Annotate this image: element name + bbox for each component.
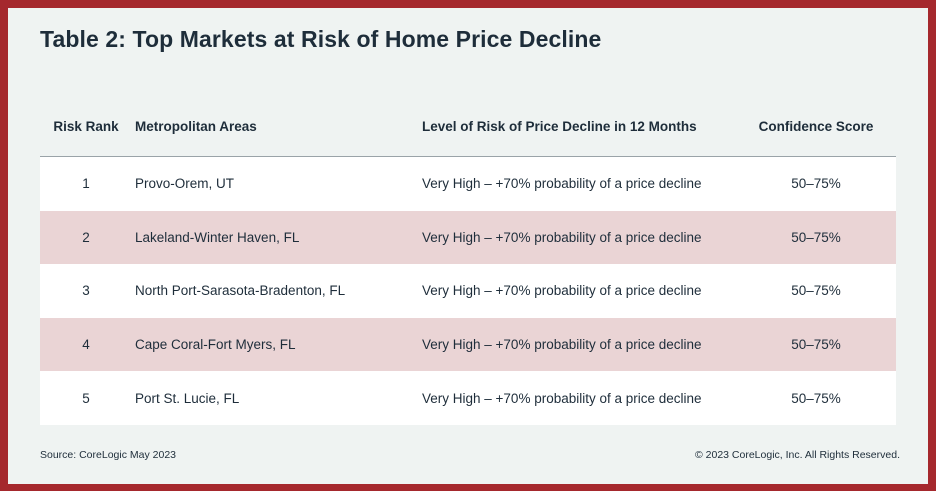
cell-rank: 5 [82, 390, 90, 406]
table-panel: Table 2: Top Markets at Risk of Home Pri… [8, 8, 928, 484]
cell-confidence: 50–75% [791, 390, 841, 406]
cell-rank: 3 [82, 283, 90, 299]
cell-area: Port St. Lucie, FL [135, 390, 240, 406]
cell-area: Provo-Orem, UT [135, 176, 235, 192]
table-header-row: Risk Rank Metropolitan Areas Level of Ri… [40, 96, 896, 157]
cell-risk: Very High – +70% probability of a price … [422, 283, 702, 299]
copyright-note: © 2023 CoreLogic, Inc. All Rights Reserv… [694, 449, 900, 461]
header-metropolitan-areas: Metropolitan Areas [135, 118, 257, 134]
cell-rank: 2 [82, 229, 90, 245]
source-note: Source: CoreLogic May 2023 [40, 449, 176, 461]
cell-area: Cape Coral-Fort Myers, FL [135, 337, 296, 353]
cell-rank: 4 [82, 337, 90, 353]
cell-risk: Very High – +70% probability of a price … [422, 337, 702, 353]
cell-rank: 1 [82, 176, 90, 192]
table-row: 3 North Port-Sarasota-Bradenton, FL Very… [40, 264, 896, 318]
header-risk-rank: Risk Rank [53, 118, 119, 134]
cell-risk: Very High – +70% probability of a price … [422, 390, 702, 406]
cell-risk: Very High – +70% probability of a price … [422, 176, 702, 192]
header-risk-level: Level of Risk of Price Decline in 12 Mon… [422, 118, 697, 134]
cell-confidence: 50–75% [791, 283, 841, 299]
cell-confidence: 50–75% [791, 229, 841, 245]
table-row: 1 Provo-Orem, UT Very High – +70% probab… [40, 157, 896, 211]
cell-area: Lakeland-Winter Haven, FL [135, 229, 300, 245]
page-title: Table 2: Top Markets at Risk of Home Pri… [40, 26, 602, 52]
table-row: 5 Port St. Lucie, FL Very High – +70% pr… [40, 371, 896, 425]
cell-confidence: 50–75% [791, 176, 841, 192]
cell-risk: Very High – +70% probability of a price … [422, 229, 702, 245]
table-row: 2 Lakeland-Winter Haven, FL Very High – … [40, 210, 896, 265]
cell-confidence: 50–75% [791, 337, 841, 353]
header-confidence-score: Confidence Score [758, 118, 874, 134]
table-row: 4 Cape Coral-Fort Myers, FL Very High – … [40, 317, 896, 372]
cell-area: North Port-Sarasota-Bradenton, FL [135, 283, 346, 299]
risk-table: Risk Rank Metropolitan Areas Level of Ri… [40, 96, 896, 425]
